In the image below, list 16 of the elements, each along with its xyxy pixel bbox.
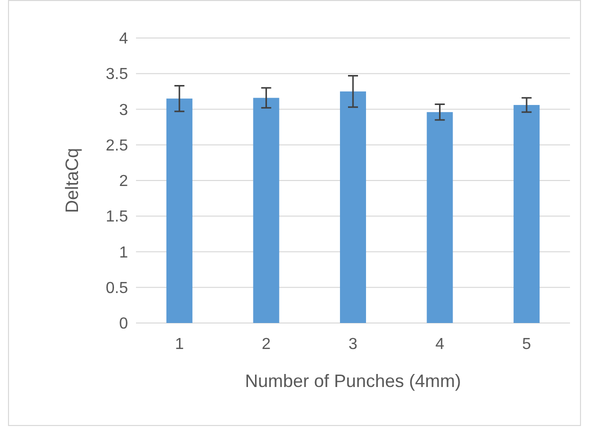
- y-tick-label: 0: [119, 316, 128, 333]
- y-tick-label: 2: [119, 173, 128, 190]
- x-tick-label: 2: [262, 336, 271, 353]
- y-tick-label: 1: [119, 244, 128, 262]
- x-axis-title: Number of Punches (4mm): [244, 371, 462, 391]
- x-tick-label: 5: [522, 336, 532, 353]
- x-tick-label: 3: [348, 336, 358, 353]
- y-tick-label: 3.5: [106, 66, 128, 84]
- x-tick-label: 1: [174, 336, 184, 353]
- y-tick-label: 3: [119, 102, 128, 119]
- y-tick-label: 4: [119, 30, 128, 48]
- y-axis-title: DeltaCq: [62, 148, 82, 214]
- y-tick-label: 1.5: [106, 208, 128, 226]
- y-tick-label: 2.5: [106, 137, 128, 154]
- x-tick-label: 4: [435, 336, 444, 353]
- y-tick-label: 0.5: [106, 280, 128, 297]
